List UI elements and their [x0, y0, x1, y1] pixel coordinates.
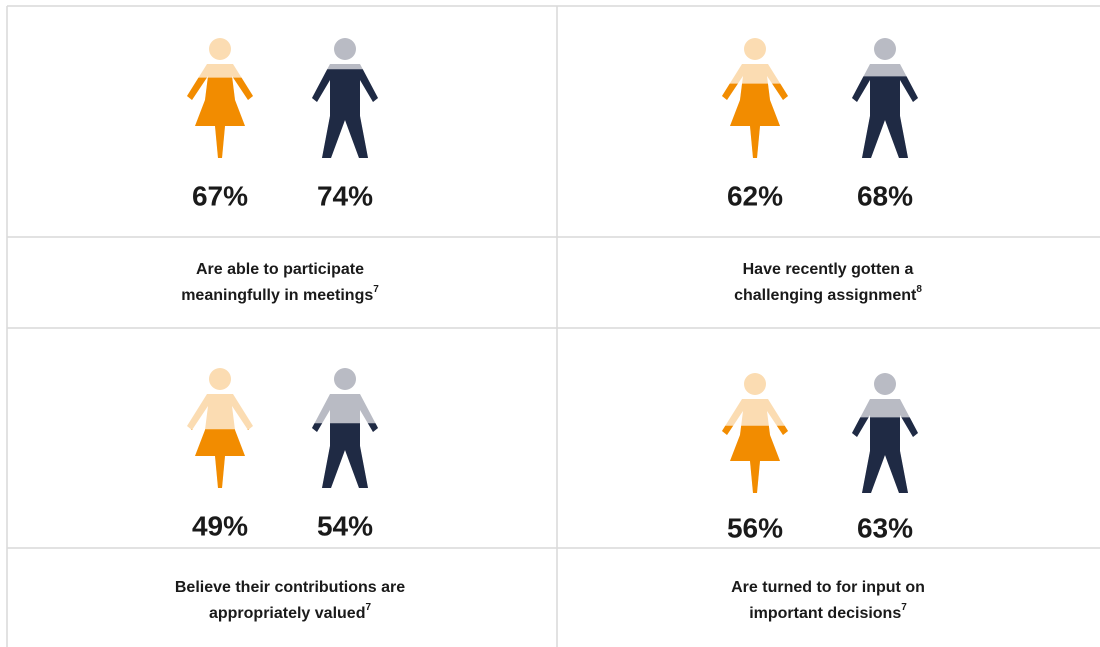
value-label: 74%: [317, 180, 373, 211]
figure-fill: [722, 425, 788, 493]
caption: Are turned to for input on: [731, 579, 925, 596]
caption: Have recently gotten a: [743, 261, 914, 278]
figure-head: [744, 38, 766, 60]
figure-head: [334, 368, 356, 390]
figure-head: [334, 38, 356, 60]
figure-fill: [312, 423, 378, 488]
value-label: 62%: [727, 180, 783, 211]
caption: meaningfully in meetings7: [181, 284, 379, 305]
figure-head: [209, 38, 231, 60]
figure-fill: [187, 77, 253, 158]
figure-head: [209, 368, 231, 390]
value-label: 54%: [317, 510, 373, 541]
figure-head: [874, 373, 896, 395]
footnote: 7: [373, 284, 379, 295]
figure-fill: [191, 429, 249, 488]
figure-head: [874, 38, 896, 60]
value-label: 63%: [857, 512, 913, 543]
figure-body: [722, 83, 788, 158]
caption: important decisions7: [749, 602, 907, 623]
value-label: 68%: [857, 180, 913, 211]
value-label: 49%: [192, 510, 248, 541]
figure-fill: [722, 83, 788, 158]
figure-body: [312, 423, 378, 488]
figure-body: [312, 69, 378, 158]
footnote: 7: [365, 602, 371, 613]
figure-fill: [852, 417, 918, 493]
figure-body: [852, 417, 918, 493]
figure-fill: [312, 69, 378, 158]
figure-body: [191, 429, 249, 488]
caption: Believe their contributions are: [175, 579, 405, 596]
figure-body: [852, 76, 918, 158]
figure-fill: [852, 76, 918, 158]
value-label: 67%: [192, 180, 248, 211]
caption: Are able to participate: [196, 261, 364, 278]
figure-body: [722, 425, 788, 493]
figure-body: [187, 77, 253, 158]
figure-head: [744, 373, 766, 395]
footnote: 7: [901, 602, 907, 613]
footnote: 8: [916, 284, 922, 295]
caption: challenging assignment8: [734, 284, 922, 305]
caption: appropriately valued7: [209, 602, 372, 623]
value-label: 56%: [727, 512, 783, 543]
